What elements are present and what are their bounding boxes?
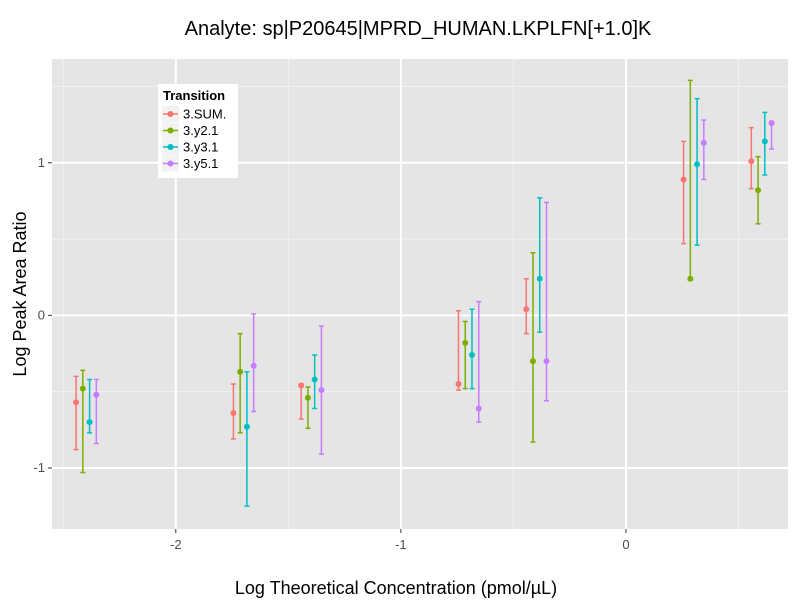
data-point xyxy=(768,120,775,127)
data-point xyxy=(79,385,86,392)
legend-label: 3.y5.1 xyxy=(183,156,218,171)
x-tick-label: 0 xyxy=(622,537,629,552)
data-point xyxy=(761,138,768,145)
data-points xyxy=(73,120,775,430)
data-point xyxy=(543,358,550,365)
legend-label: 3.y3.1 xyxy=(183,140,218,155)
data-point xyxy=(243,423,250,430)
data-point xyxy=(73,399,80,406)
x-tick-label: -1 xyxy=(395,537,407,552)
x-tick-label: -2 xyxy=(170,537,182,552)
y-tick-label: -1 xyxy=(33,460,45,475)
data-point xyxy=(230,410,237,417)
data-point xyxy=(680,176,687,183)
data-point xyxy=(748,158,755,165)
data-point xyxy=(475,405,482,412)
legend-label: 3.SUM. xyxy=(183,107,226,122)
data-point xyxy=(455,381,462,388)
legend-key-point xyxy=(167,144,174,150)
legend-title: Transition xyxy=(163,88,225,103)
legend: Transition 3.SUM.3.y2.1 3.y3.13.y5.1 xyxy=(158,84,238,178)
data-point xyxy=(755,187,762,194)
legend-key-point xyxy=(167,160,174,167)
y-axis-ticks: -1 0 1 xyxy=(33,155,52,475)
legend-label: 3.y2.1 xyxy=(183,123,218,138)
data-point xyxy=(86,419,93,426)
data-point xyxy=(468,352,475,359)
data-point xyxy=(93,391,100,398)
data-point xyxy=(304,394,311,401)
y-tick-label: 1 xyxy=(38,155,45,170)
legend-key-point xyxy=(167,127,174,134)
data-point xyxy=(250,362,257,369)
data-point xyxy=(318,387,325,394)
data-point xyxy=(536,275,543,282)
y-axis-title: Log Peak Area Ratio xyxy=(10,211,30,376)
data-point xyxy=(462,339,469,346)
y-tick-label: 0 xyxy=(38,307,45,322)
data-point xyxy=(311,376,318,383)
data-point xyxy=(523,306,530,313)
data-point xyxy=(529,358,536,365)
data-point xyxy=(298,382,305,389)
legend-items: 3.SUM.3.y2.1 3.y3.13.y5.1 xyxy=(162,106,226,172)
data-point xyxy=(237,368,244,375)
data-point xyxy=(694,161,701,168)
data-point xyxy=(687,275,694,282)
x-axis-title: Log Theoretical Concentration (pmol/µL) xyxy=(235,578,557,598)
x-axis-ticks: -2 -1 0 xyxy=(170,529,630,552)
data-point xyxy=(700,139,707,146)
chart-title: Analyte: sp|P20645|MPRD_HUMAN.LKPLFN[+1.… xyxy=(185,18,652,40)
error-bars xyxy=(73,79,775,507)
legend-key-point xyxy=(167,111,174,117)
